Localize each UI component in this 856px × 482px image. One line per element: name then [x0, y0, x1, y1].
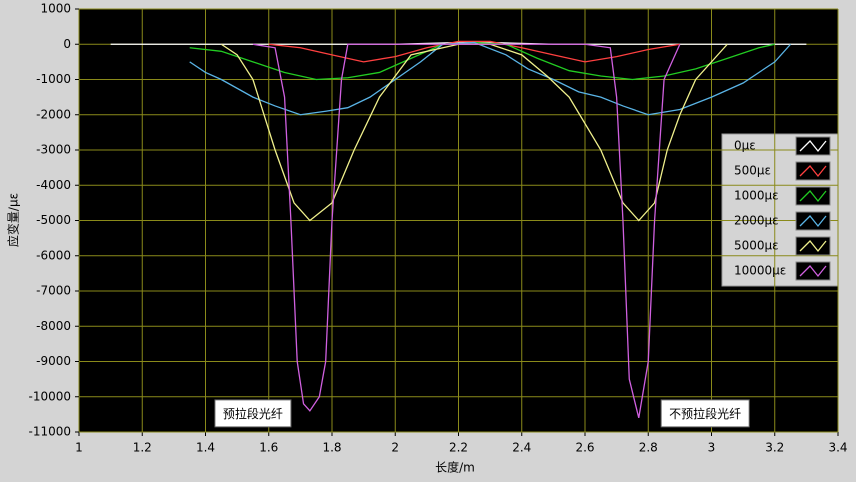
x-tick-label: 1.6	[259, 441, 278, 455]
y-tick-label: 0	[63, 37, 71, 51]
x-tick-label: 3.2	[765, 441, 784, 455]
legend-swatch-bg	[795, 261, 831, 281]
x-tick-label: 2	[391, 441, 399, 455]
legend-label: 500με	[734, 164, 771, 178]
annotation: 预拉段光纤	[223, 406, 283, 421]
x-tick-label: 1.4	[196, 441, 215, 455]
y-tick-label: -1000	[36, 72, 71, 86]
annotation-box	[660, 399, 750, 428]
y-tick-label: -3000	[36, 143, 71, 157]
x-tick-label: 2.2	[449, 441, 468, 455]
y-axis-label: 应变量/με	[6, 193, 21, 247]
legend-swatch	[799, 215, 827, 228]
legend-swatch-bg	[795, 236, 831, 256]
x-tick-label: 2.8	[639, 441, 658, 455]
y-tick-label: -11000	[28, 425, 71, 439]
legend-swatch-bg	[795, 186, 831, 206]
y-tick-label: -5000	[36, 213, 71, 227]
legend-swatch-bg	[795, 161, 831, 181]
legend-label: 5000με	[734, 239, 779, 253]
legend	[721, 133, 839, 287]
x-axis-label: 长度/m	[435, 460, 475, 475]
x-tick-label: 2.6	[575, 441, 594, 455]
x-tick-label: 2.4	[512, 441, 531, 455]
legend-swatch-bg	[795, 211, 831, 231]
y-tick-label: -2000	[36, 107, 71, 121]
series-line	[189, 41, 792, 116]
x-tick-label: 1	[75, 441, 83, 455]
y-tick-label: -4000	[36, 178, 71, 192]
legend-label: 0με	[734, 139, 756, 153]
legend-swatch	[799, 240, 827, 253]
series-line	[189, 41, 775, 81]
legend-swatch-bg	[795, 136, 831, 156]
y-tick-label: 1000	[40, 2, 71, 16]
legend-label: 10000με	[734, 264, 786, 278]
annotation-box	[214, 399, 292, 428]
legend-swatch	[799, 265, 827, 278]
legend-swatch	[799, 165, 827, 178]
x-tick-label: 1.8	[322, 441, 341, 455]
y-tick-label: -6000	[36, 248, 71, 262]
legend-swatch	[799, 140, 827, 153]
annotation: 不预拉段光纤	[669, 406, 741, 421]
y-tick-label: -7000	[36, 284, 71, 298]
x-tick-label: 3	[708, 441, 716, 455]
legend-label: 1000με	[734, 189, 779, 203]
y-tick-label: -10000	[28, 389, 71, 403]
series-line	[252, 43, 681, 419]
x-tick-label: 1.2	[133, 441, 152, 455]
y-tick-label: -9000	[36, 354, 71, 368]
y-tick-label: -8000	[36, 319, 71, 333]
legend-label: 2000με	[734, 214, 779, 228]
x-tick-label: 3.4	[828, 441, 847, 455]
legend-swatch	[799, 190, 827, 203]
